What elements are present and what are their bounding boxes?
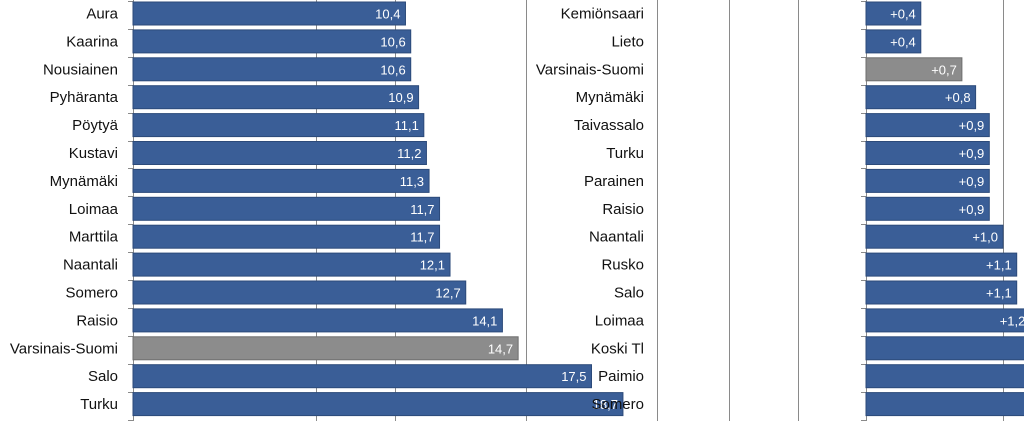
value-label-0-4: 11,1 <box>394 118 418 133</box>
category-label-1-9: Rusko <box>601 257 644 274</box>
value-label-0-14: 18,7 <box>593 397 618 412</box>
value-label-0-6: 11,3 <box>400 174 424 189</box>
category-label-1-13: Paimio <box>598 368 644 385</box>
category-label-0-12: Varsinais-Suomi <box>10 340 118 357</box>
bar-1-11 <box>865 308 1024 333</box>
bar-0-8 <box>132 224 441 249</box>
value-label-0-7: 11,7 <box>410 202 434 217</box>
bar-1-1 <box>865 29 922 54</box>
category-label-0-6: Mynämäki <box>50 173 118 190</box>
bar-0-0 <box>132 1 406 26</box>
bar-0-3 <box>132 85 420 110</box>
value-label-1-5: +0,9 <box>959 146 985 161</box>
category-label-1-1: Lieto <box>611 33 644 50</box>
value-label-1-2: +0,7 <box>931 62 957 77</box>
category-label-0-11: Raisio <box>76 312 118 329</box>
bar-0-13 <box>132 364 592 389</box>
value-label-1-6: +0,9 <box>959 174 985 189</box>
value-label-0-5: 11,2 <box>397 146 421 161</box>
category-label-0-10: Somero <box>65 285 118 302</box>
bar-1-7 <box>865 196 990 221</box>
bar-0-7 <box>132 196 441 221</box>
bar-1-10 <box>865 280 1018 305</box>
category-label-0-9: Naantali <box>63 257 118 274</box>
value-label-1-10: +1,1 <box>986 286 1012 301</box>
category-label-1-8: Naantali <box>589 229 644 246</box>
category-label-0-5: Kustavi <box>69 145 118 162</box>
category-label-1-5: Turku <box>606 145 644 162</box>
value-label-0-11: 14,1 <box>472 313 497 328</box>
value-label-0-3: 10,9 <box>388 90 413 105</box>
bar-1-5 <box>865 141 990 165</box>
bar-0-14 <box>132 392 624 417</box>
bar-0-5 <box>132 141 427 165</box>
bar-1-2 <box>865 57 963 82</box>
value-label-1-8: +1,0 <box>972 230 998 245</box>
value-label-1-7: +0,9 <box>959 202 985 217</box>
category-label-0-1: Kaarina <box>66 33 118 50</box>
category-label-0-7: Loimaa <box>69 201 119 218</box>
value-label-1-1: +0,4 <box>890 34 916 49</box>
value-label-0-12: 14,7 <box>488 341 513 356</box>
category-label-1-12: Koski Tl <box>591 340 644 357</box>
category-label-0-3: Pyhäranta <box>50 89 119 106</box>
category-label-1-7: Raisio <box>602 201 644 218</box>
category-label-0-13: Salo <box>88 368 118 385</box>
category-label-0-14: Turku <box>80 396 118 413</box>
category-label-0-8: Marttila <box>69 229 119 246</box>
value-label-1-0: +0,4 <box>890 7 916 22</box>
category-label-1-6: Parainen <box>584 173 644 190</box>
category-label-1-14: Somero <box>591 396 644 413</box>
category-label-0-2: Nousiainen <box>43 61 118 78</box>
category-label-1-10: Salo <box>614 285 644 302</box>
bar-0-4 <box>132 113 425 138</box>
value-label-1-11: +1,2 <box>1000 313 1024 328</box>
value-label-1-3: +0,8 <box>945 90 971 105</box>
value-label-1-4: +0,9 <box>959 118 985 133</box>
category-label-0-4: Pöytyä <box>72 117 119 134</box>
category-label-1-2: Varsinais-Suomi <box>536 61 644 78</box>
category-label-1-4: Taivassalo <box>574 117 644 134</box>
bar-0-1 <box>132 29 412 54</box>
value-label-0-8: 11,7 <box>410 230 434 245</box>
bar-0-6 <box>132 168 430 193</box>
bar-1-14 <box>865 392 1024 417</box>
category-label-1-0: Kemiönsaari <box>561 6 644 23</box>
bar-0-10 <box>132 280 467 305</box>
value-label-0-9: 12,1 <box>420 258 445 273</box>
value-label-1-9: +1,1 <box>986 258 1012 273</box>
category-label-1-3: Mynämäki <box>576 89 644 106</box>
value-label-0-10: 12,7 <box>435 286 460 301</box>
bar-0-9 <box>132 252 451 277</box>
bar-1-8 <box>865 224 1004 249</box>
bar-1-9 <box>865 252 1018 277</box>
bar-1-0 <box>865 1 922 26</box>
bar-1-3 <box>865 85 977 110</box>
value-label-0-2: 10,6 <box>380 62 405 77</box>
bar-1-12 <box>865 336 1024 361</box>
category-label-1-11: Loimaa <box>595 312 645 329</box>
bar-0-12 <box>132 336 519 361</box>
category-label-0-0: Aura <box>86 6 118 23</box>
bar-0-2 <box>132 57 412 82</box>
value-label-0-0: 10,4 <box>375 7 400 22</box>
bar-0-11 <box>132 308 503 333</box>
value-label-0-13: 17,5 <box>561 369 586 384</box>
bar-1-4 <box>865 113 990 138</box>
value-label-0-1: 10,6 <box>380 34 405 49</box>
bar-1-6 <box>865 168 990 193</box>
bar-1-13 <box>865 364 1024 389</box>
